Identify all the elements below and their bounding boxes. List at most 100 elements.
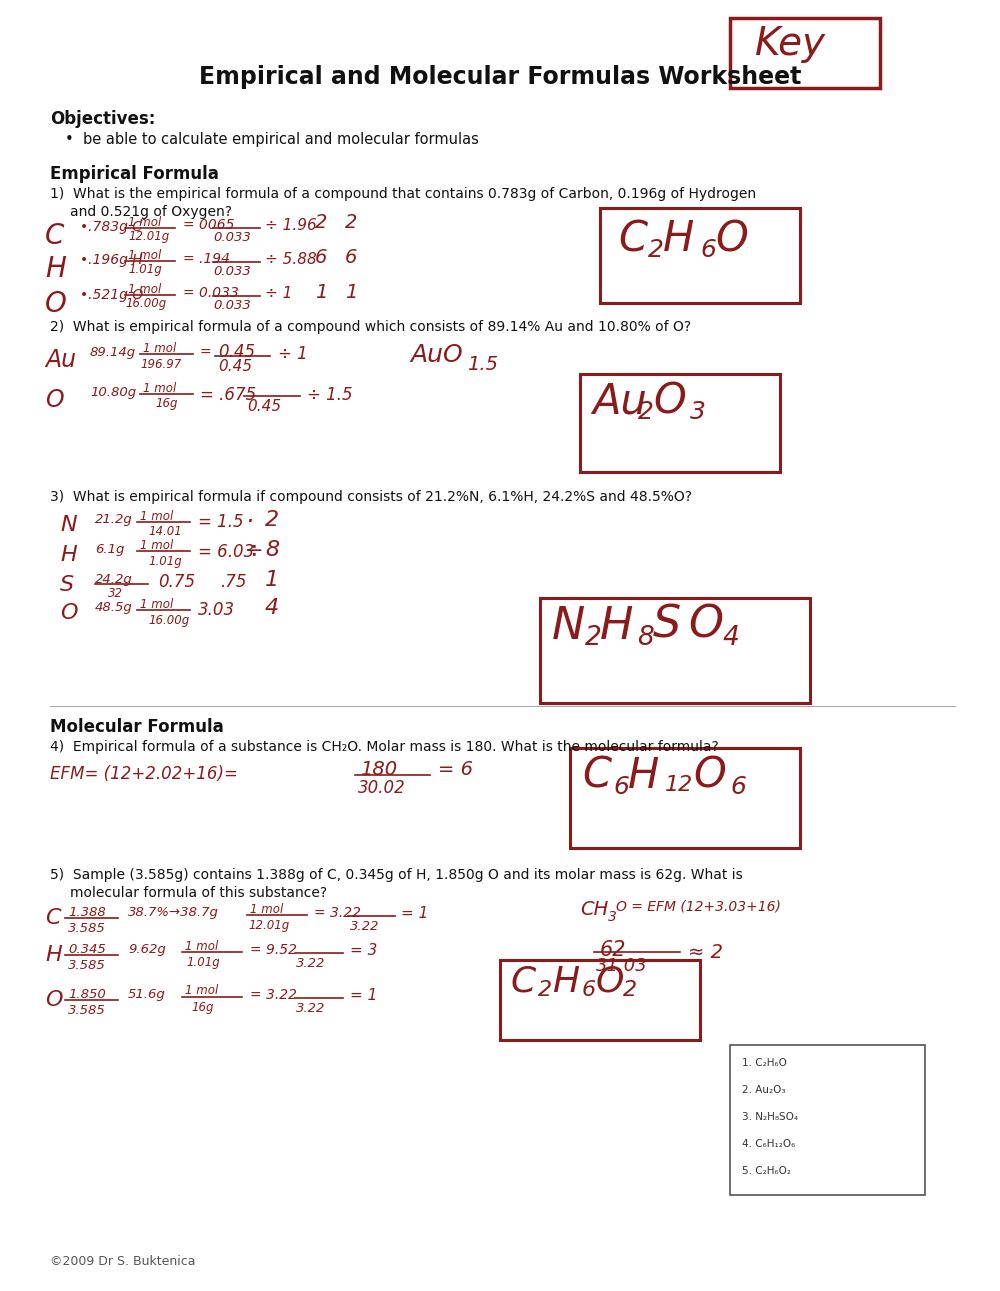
Text: = 6.03: = 6.03	[198, 544, 254, 562]
Text: = 0065: = 0065	[183, 218, 234, 232]
Text: ·: ·	[245, 510, 253, 534]
Text: 180: 180	[360, 760, 397, 778]
Text: 1.5: 1.5	[467, 355, 498, 374]
Text: 1 mol: 1 mol	[143, 342, 176, 355]
Text: 3.585: 3.585	[68, 1004, 106, 1017]
Text: O: O	[45, 990, 62, 1010]
Text: molecular formula of this substance?: molecular formula of this substance?	[70, 886, 327, 900]
Text: 2)  What is empirical formula of a compound which consists of 89.14% Au and 10.8: 2) What is empirical formula of a compou…	[50, 320, 691, 334]
Text: 32: 32	[108, 587, 123, 600]
Text: H: H	[552, 964, 579, 999]
Text: 0.033: 0.033	[213, 265, 251, 278]
Text: 1 mol: 1 mol	[128, 216, 161, 229]
Text: 1.01g: 1.01g	[128, 263, 162, 276]
Text: O: O	[45, 389, 64, 412]
Text: 3)  What is empirical formula if compound consists of 21.2%N, 6.1%H, 24.2%S and : 3) What is empirical formula if compound…	[50, 491, 692, 503]
Text: O: O	[596, 964, 624, 999]
Text: ÷ 1.5: ÷ 1.5	[307, 386, 353, 404]
Bar	[600, 208, 800, 303]
Text: ÷ 1.96: ÷ 1.96	[265, 218, 317, 232]
Text: Empirical and Molecular Formulas Worksheet: Empirical and Molecular Formulas Workshe…	[199, 65, 801, 89]
Text: 21.2g: 21.2g	[95, 513, 133, 525]
Text: = 0.033: = 0.033	[183, 287, 239, 300]
Text: 6: 6	[730, 775, 746, 799]
Text: 6: 6	[613, 775, 629, 799]
Text: 4. C₆H₁₂O₆: 4. C₆H₁₂O₆	[742, 1139, 795, 1149]
Text: 1.01g: 1.01g	[148, 555, 182, 568]
Text: = 1.5: = 1.5	[198, 513, 244, 531]
Text: O: O	[693, 755, 726, 797]
Text: 3.22: 3.22	[350, 920, 379, 933]
Text: EFM= (12+2.02+16)=: EFM= (12+2.02+16)=	[50, 766, 238, 784]
Text: 3.03: 3.03	[198, 602, 235, 618]
Text: 48.5g: 48.5g	[95, 602, 133, 615]
Text: 30.02: 30.02	[358, 778, 406, 797]
Text: = 3.22: = 3.22	[250, 988, 297, 1002]
Text: Objectives:: Objectives:	[50, 110, 155, 128]
Text: and 0.521g of Oxygen?: and 0.521g of Oxygen?	[70, 205, 232, 219]
Text: •.196g H: •.196g H	[80, 253, 143, 267]
Text: H: H	[663, 218, 694, 259]
Text: 6: 6	[582, 980, 596, 1001]
Text: 8: 8	[637, 625, 654, 651]
Text: •.521g O: •.521g O	[80, 288, 143, 302]
Text: H: H	[628, 755, 659, 797]
Text: C: C	[510, 964, 535, 999]
Text: = 1: = 1	[350, 988, 377, 1003]
Text: 14.01: 14.01	[148, 525, 182, 538]
Text: 9.62g: 9.62g	[128, 942, 166, 957]
Text: H: H	[45, 256, 66, 283]
Text: 10.80g: 10.80g	[90, 386, 136, 399]
Text: 6: 6	[345, 248, 357, 267]
Text: 4: 4	[265, 598, 279, 618]
Text: 0.45: 0.45	[218, 359, 252, 374]
Text: 89.14g: 89.14g	[90, 346, 136, 359]
Text: S: S	[60, 574, 74, 595]
Text: =: =	[200, 346, 212, 360]
Bar	[540, 598, 810, 704]
Text: O = EFM (12+3.03+16): O = EFM (12+3.03+16)	[616, 900, 781, 914]
Text: 2: 2	[315, 213, 327, 232]
Text: = .194: = .194	[183, 252, 230, 266]
Text: ÷: ÷	[245, 540, 264, 560]
Text: O: O	[688, 603, 723, 646]
Text: CH: CH	[580, 900, 608, 919]
Text: 3.22: 3.22	[296, 957, 325, 970]
Text: 6.1g: 6.1g	[95, 544, 124, 556]
Text: Au: Au	[45, 349, 76, 372]
Text: O: O	[653, 380, 686, 422]
Text: 1. C₂H₆O: 1. C₂H₆O	[742, 1059, 787, 1068]
Text: 1.01g: 1.01g	[186, 957, 220, 970]
Text: 6: 6	[315, 248, 327, 267]
Text: .75: .75	[220, 573, 246, 591]
Text: 1 mol: 1 mol	[185, 940, 218, 953]
Text: 24.2g: 24.2g	[95, 573, 133, 586]
Text: 31.03: 31.03	[596, 957, 648, 975]
Text: N: N	[552, 605, 585, 648]
Text: 51.6g: 51.6g	[128, 988, 166, 1001]
Text: 1.850: 1.850	[68, 988, 106, 1001]
Text: C: C	[45, 222, 64, 250]
Text: Molecular Formula: Molecular Formula	[50, 718, 224, 736]
Text: H: H	[45, 945, 62, 964]
Text: 2: 2	[623, 980, 637, 1001]
Text: O: O	[60, 603, 78, 624]
Text: Au: Au	[592, 380, 647, 422]
Text: 0.45: 0.45	[247, 399, 281, 414]
Text: 3.585: 3.585	[68, 959, 106, 972]
Text: 1 mol: 1 mol	[128, 249, 161, 262]
Text: •.783g C: •.783g C	[80, 219, 142, 234]
Text: 1: 1	[265, 571, 279, 590]
Text: ÷ 1: ÷ 1	[265, 287, 292, 301]
Text: 2: 2	[585, 625, 602, 651]
Text: 1: 1	[315, 283, 327, 302]
Text: O: O	[715, 218, 748, 259]
Text: 1 mol: 1 mol	[140, 510, 173, 523]
Bar	[730, 1044, 925, 1195]
Text: 0.345: 0.345	[68, 942, 106, 957]
Text: 0.75: 0.75	[158, 573, 195, 591]
Text: Key: Key	[755, 25, 826, 63]
Text: Empirical Formula: Empirical Formula	[50, 165, 219, 183]
Text: 2: 2	[638, 400, 654, 423]
Text: 3: 3	[608, 910, 617, 924]
